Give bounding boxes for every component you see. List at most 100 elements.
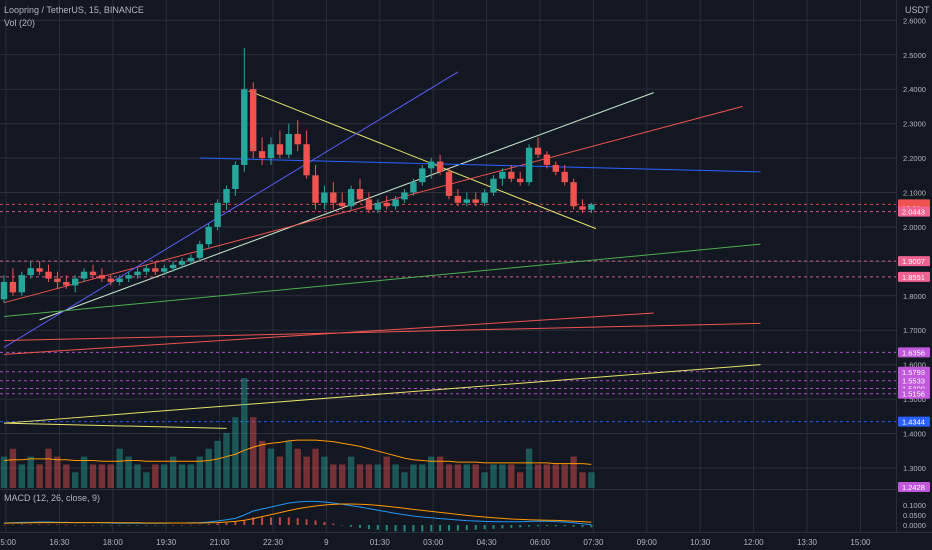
candle-body [401, 192, 408, 200]
macd-histogram-bar [163, 525, 166, 526]
price-badge-label: 1.6356 [902, 348, 925, 357]
trendline [248, 90, 597, 230]
candle-body [312, 175, 319, 203]
candle-body [330, 192, 337, 203]
candle-body [178, 261, 186, 265]
time-tick-label: 15:00 [0, 538, 17, 547]
candle-body [428, 161, 435, 169]
volume-bar [579, 472, 586, 488]
volume-bar [63, 464, 70, 488]
candle-body [570, 182, 577, 207]
price-badge [898, 347, 930, 358]
candlestick-series [0, 47, 595, 303]
volume-bar [454, 464, 462, 488]
volume-bar [18, 464, 25, 488]
candle-body [169, 264, 177, 269]
macd-histogram-bar [207, 524, 210, 525]
macd-signal-line [3, 503, 592, 524]
macd-histogram-bar [65, 524, 68, 526]
volume-bar [241, 378, 248, 488]
volume-bar [472, 464, 479, 488]
volume-bar [45, 448, 52, 488]
price-tick-label: 1.4000 [903, 430, 926, 439]
macd-histogram-bar [234, 522, 237, 525]
macd-histogram-bar [501, 525, 504, 529]
macd-histogram-bar [439, 525, 442, 532]
price-tick-label: 1.3000 [903, 464, 926, 473]
candle-body [152, 268, 159, 272]
volume-bar [374, 464, 381, 488]
candle-body [365, 199, 373, 210]
candle-body [205, 226, 212, 245]
time-tick-label: 19:30 [156, 538, 177, 547]
volume-bar [267, 448, 275, 488]
candle-body [223, 189, 230, 203]
candle-body [0, 282, 8, 300]
horizontal-levels [0, 203, 896, 423]
candle-body [454, 195, 462, 203]
candle-body [267, 144, 275, 159]
volume-bar [499, 464, 506, 488]
macd-indicator-label[interactable]: MACD (12, 26, close, 9) [4, 493, 101, 503]
macd-histogram-bar [590, 525, 593, 528]
time-tick-label: 04:30 [477, 538, 498, 547]
candle-body [419, 168, 426, 183]
candle-body [303, 144, 310, 176]
macd-pane [3, 500, 593, 532]
candle-body [232, 164, 239, 190]
trendline [3, 322, 761, 342]
volume-bar [258, 440, 266, 488]
trendline [3, 312, 654, 355]
candle-body [72, 278, 79, 286]
time-tick-label: 07:30 [583, 538, 604, 547]
candle-body [517, 178, 524, 183]
candle-body [445, 171, 453, 196]
price-badge-label: 1.2428 [902, 483, 925, 492]
volume-bar [401, 472, 408, 488]
volume-bar [232, 417, 239, 488]
price-tick-label: 2.4000 [903, 85, 926, 94]
candle-body [214, 202, 221, 227]
macd-histogram-bar [11, 524, 14, 526]
candle-body [258, 151, 266, 159]
macd-histogram-bar [109, 525, 112, 526]
volume-bar [490, 464, 497, 488]
price-tick-label: 1.7000 [903, 326, 926, 335]
volume-bar [347, 456, 355, 488]
volume-bar [436, 456, 444, 488]
price-tick-label: 2.2000 [903, 154, 926, 163]
volume-bar [445, 464, 453, 488]
volume-indicator-label[interactable]: Vol (20) [4, 18, 36, 28]
candle-body [80, 271, 88, 279]
candle-body [463, 199, 470, 203]
price-badge [898, 388, 930, 399]
candle-body [410, 182, 417, 193]
price-axis[interactable]: 2.6000 2.5000 2.4000 2.3000 2.2000 2.1000 2.00… [903, 16, 926, 473]
macd-histogram-bar [376, 525, 379, 530]
candle-body [89, 271, 97, 276]
macd-histogram-bar [403, 525, 406, 532]
time-tick-label: 06:00 [530, 538, 551, 547]
time-axis[interactable]: 15:00 16:30 18:00 19:30 21:00 22:30 9 01:30 03:0… [0, 538, 871, 547]
price-tick-label: 1.5000 [903, 395, 926, 404]
macd-histogram-bar [216, 523, 219, 525]
time-tick-label: 10:30 [690, 538, 711, 547]
candle-body [552, 164, 559, 172]
volume-bar [89, 464, 97, 488]
time-tick-label: 9 [324, 538, 329, 547]
macd-histogram-bar [38, 524, 41, 525]
candle-body [285, 133, 292, 155]
volume-bar [0, 456, 8, 488]
macd-histogram-bar [243, 519, 246, 525]
trendlines [3, 71, 761, 429]
macd-histogram-bar [581, 525, 584, 528]
macd-histogram-bar [29, 524, 32, 525]
macd-histogram-bar [545, 525, 548, 526]
volume-bar [534, 464, 542, 488]
macd-histogram-bar [314, 520, 317, 525]
price-badge [898, 366, 930, 377]
trendline [3, 105, 743, 304]
volume-bar [116, 448, 123, 488]
